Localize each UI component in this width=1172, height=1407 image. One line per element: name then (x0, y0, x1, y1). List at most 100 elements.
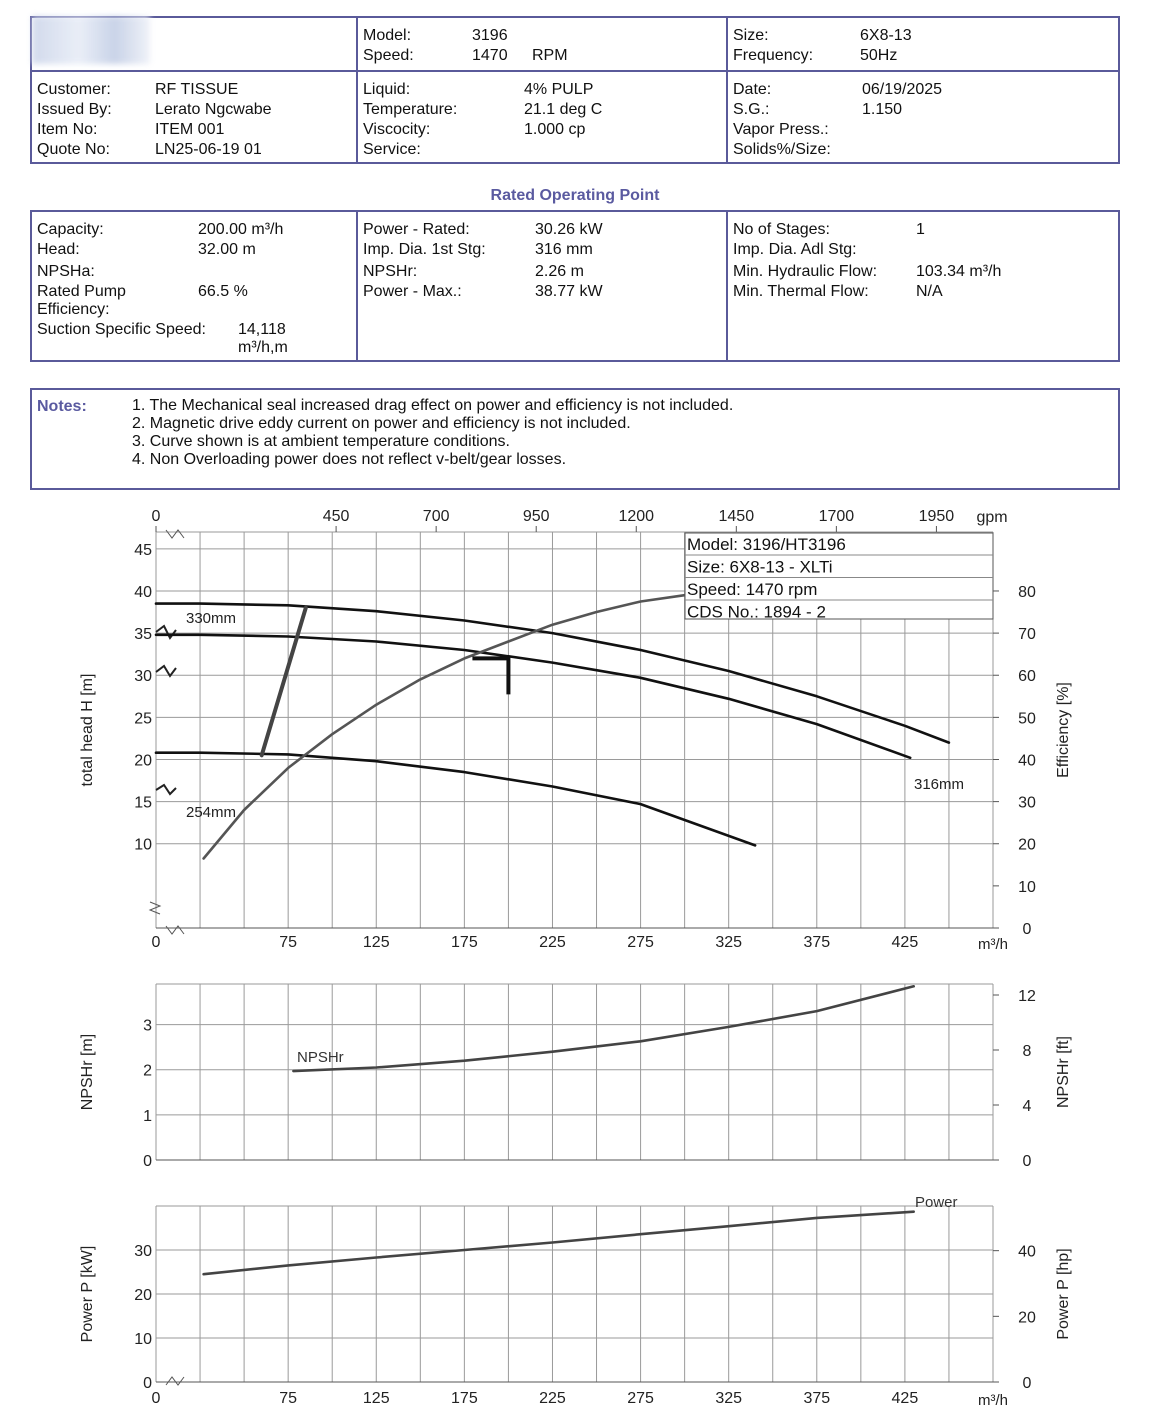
sss-unit: m³/h,m (238, 339, 288, 356)
y2-tick-label: 40 (1018, 752, 1036, 769)
y-tick-label: 15 (134, 795, 152, 812)
notes-label: Notes: (37, 398, 87, 415)
rated-point-title: Rated Operating Point (490, 187, 660, 204)
npshr-value: 2.26 m (535, 263, 584, 280)
x-axis-title: m³/h (978, 936, 1008, 953)
y-axis-title: Power P [kW] (79, 1246, 96, 1343)
y2-tick-label: 20 (1018, 1309, 1036, 1326)
axis-break-icon (155, 624, 177, 640)
x-tick-label: 225 (539, 1390, 566, 1407)
x-tick-label: 75 (279, 1390, 297, 1407)
axis-break-icon (165, 925, 185, 935)
frequency-label: Frequency: (733, 47, 814, 64)
sg-value: 1.150 (862, 101, 903, 118)
x-tick-label: 325 (715, 934, 742, 951)
y-tick-label: 20 (134, 752, 152, 769)
model-legend-entry: Size: 6X8-13 - XLTi (687, 558, 833, 577)
header-col-divider (726, 16, 728, 164)
temperature-value: 21.1 deg C (524, 101, 603, 118)
header-col-divider (356, 16, 358, 164)
rated-point-marker (472, 656, 511, 695)
npsha-label: NPSHa: (37, 263, 95, 280)
liquid-value: 4% PULP (524, 81, 594, 98)
power-curve (202, 1210, 916, 1276)
item-label: Item No: (37, 121, 98, 138)
vapor-label: Vapor Press.: (733, 121, 829, 138)
sg-label: S.G.: (733, 101, 770, 118)
model-legend-entry: Model: 3196/HT3196 (687, 535, 846, 554)
y2-tick-label: 4 (1023, 1098, 1032, 1115)
axis-break-icon (165, 529, 185, 539)
model-legend-entry: CDS No.: 1894 - 2 (687, 603, 826, 622)
y2-tick-label: 12 (1018, 988, 1036, 1005)
sss-value: 14,118 (238, 321, 286, 338)
y-tick-label: 40 (134, 584, 152, 601)
rated-col-divider (356, 210, 358, 362)
y-tick-label: 0 (143, 1375, 152, 1392)
efficiency-curve (202, 589, 731, 860)
y2-tick-label: 30 (1018, 795, 1036, 812)
size-value: 6X8-13 (860, 27, 912, 44)
customer-label: Customer: (37, 81, 111, 98)
x2-tick-label: 1450 (719, 508, 755, 525)
impeller-label: Imp. Dia. 1st Stg: (363, 241, 486, 258)
notes-box (30, 388, 1120, 490)
y2-tick-label: 60 (1018, 668, 1036, 685)
model-legend-box (684, 532, 994, 620)
customer-value: RF TISSUE (155, 81, 239, 98)
y2-tick-label: 40 (1018, 1244, 1036, 1261)
service-label: Service: (363, 141, 421, 158)
x2-tick-label: 950 (523, 508, 550, 525)
y-tick-label: 10 (134, 1331, 152, 1348)
y2-tick-label: 0 (1023, 1375, 1032, 1392)
y-tick-label: 10 (134, 837, 152, 854)
x-tick-label: 275 (627, 934, 654, 951)
axis-break-icon (155, 783, 177, 796)
temperature-label: Temperature: (363, 101, 458, 118)
y2-axis-title: NPSHr [ft] (1055, 1036, 1072, 1108)
issued-value: Lerato Ngcwabe (155, 101, 272, 118)
size-label: Size: (733, 27, 769, 44)
y-tick-label: 3 (143, 1018, 152, 1035)
x-tick-label: 75 (279, 934, 297, 951)
y2-tick-label: 10 (1018, 879, 1036, 896)
viscosity-value: 1.000 cp (524, 121, 586, 138)
x2-tick-label: 0 (152, 508, 161, 525)
x-tick-label: 275 (627, 1390, 654, 1407)
y-axis-title: total head H [m] (79, 674, 96, 787)
y-tick-label: 30 (134, 1243, 152, 1260)
x-tick-label: 125 (363, 934, 390, 951)
frequency-value: 50Hz (860, 47, 898, 64)
x-tick-label: 225 (539, 934, 566, 951)
y-tick-label: 2 (143, 1063, 152, 1080)
rated-table (30, 210, 1120, 362)
power-max-value: 38.77 kW (535, 283, 603, 300)
x-tick-label: 325 (715, 1390, 742, 1407)
npshr-label: NPSHr: (363, 263, 418, 280)
power-max-label: Power - Max.: (363, 283, 462, 300)
efficiency-label: Rated Pump (37, 283, 126, 300)
speed-value: 1470 (472, 47, 508, 64)
x-tick-label: 175 (451, 934, 478, 951)
x-tick-label: 125 (363, 1390, 390, 1407)
date-label: Date: (733, 81, 772, 98)
speed-unit: RPM (532, 47, 568, 64)
y-tick-label: 0 (143, 1153, 152, 1170)
model-legend-entry: Speed: 1470 rpm (687, 580, 817, 599)
impeller-adl-label: Imp. Dia. Adl Stg: (733, 241, 857, 258)
min-hydraulic-label: Min. Hydraulic Flow: (733, 263, 878, 280)
y-tick-label: 1 (143, 1108, 152, 1125)
x-tick-label: 375 (803, 1390, 830, 1407)
item-value: ITEM 001 (155, 121, 225, 138)
note-item: 2. Magnetic drive eddy current on power … (132, 415, 631, 432)
y2-tick-label: 8 (1023, 1043, 1032, 1060)
y-tick-label: 20 (134, 1287, 152, 1304)
min-thermal-value: N/A (916, 283, 943, 300)
model-value: 3196 (472, 27, 508, 44)
capacity-value: 200.00 m³/h (198, 221, 284, 238)
y-axis-title: NPSHr [m] (79, 1034, 96, 1110)
impeller-value: 316 mm (535, 241, 593, 258)
x-tick-label: 0 (152, 1390, 161, 1407)
y2-tick-label: 0 (1023, 921, 1032, 938)
